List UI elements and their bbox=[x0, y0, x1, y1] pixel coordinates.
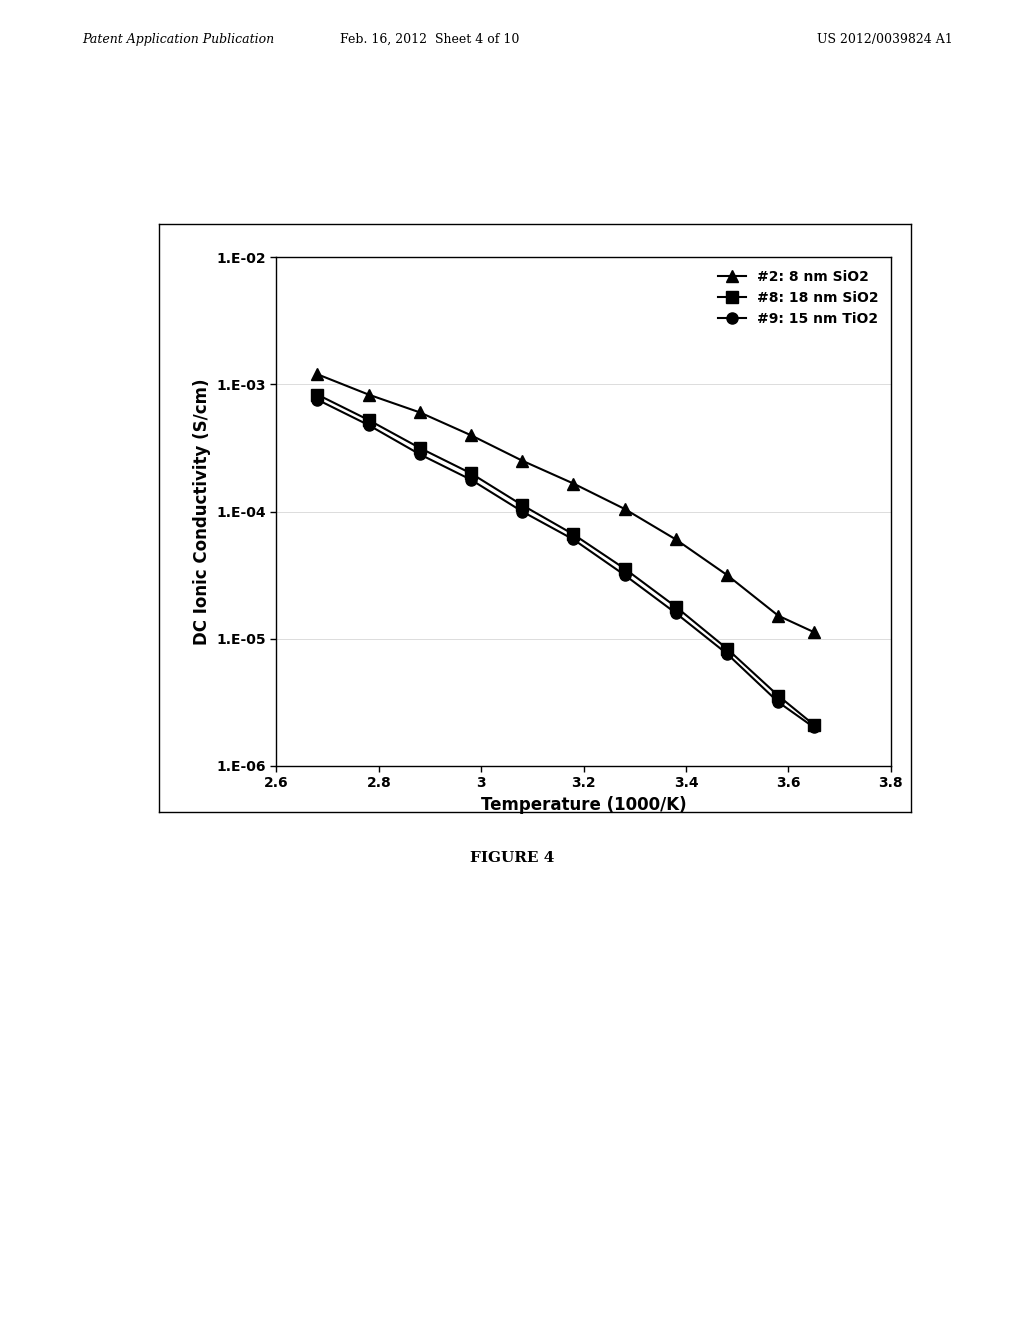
Line: #8: 18 nm SiO2: #8: 18 nm SiO2 bbox=[312, 389, 819, 730]
#9: 15 nm TiO2: (3.18, 6.03e-05): 15 nm TiO2: (3.18, 6.03e-05) bbox=[567, 532, 580, 548]
#9: 15 nm TiO2: (3.28, 3.16e-05): 15 nm TiO2: (3.28, 3.16e-05) bbox=[618, 568, 631, 583]
#9: 15 nm TiO2: (2.98, 0.000178): 15 nm TiO2: (2.98, 0.000178) bbox=[465, 471, 477, 487]
#2: 8 nm SiO2: (3.18, 0.000166): 8 nm SiO2: (3.18, 0.000166) bbox=[567, 475, 580, 491]
#8: 18 nm SiO2: (3.38, 1.78e-05): 18 nm SiO2: (3.38, 1.78e-05) bbox=[670, 599, 682, 615]
#8: 18 nm SiO2: (3.48, 8.32e-06): 18 nm SiO2: (3.48, 8.32e-06) bbox=[721, 640, 733, 656]
#8: 18 nm SiO2: (2.88, 0.000316): 18 nm SiO2: (2.88, 0.000316) bbox=[414, 440, 426, 455]
Line: #9: 15 nm TiO2: #9: 15 nm TiO2 bbox=[312, 395, 819, 733]
#2: 8 nm SiO2: (3.08, 0.000251): 8 nm SiO2: (3.08, 0.000251) bbox=[516, 453, 528, 469]
#8: 18 nm SiO2: (2.78, 0.000525): 18 nm SiO2: (2.78, 0.000525) bbox=[362, 412, 375, 428]
#9: 15 nm TiO2: (3.58, 3.16e-06): 15 nm TiO2: (3.58, 3.16e-06) bbox=[772, 694, 784, 710]
#2: 8 nm SiO2: (2.78, 0.000832): 8 nm SiO2: (2.78, 0.000832) bbox=[362, 387, 375, 403]
#8: 18 nm SiO2: (3.28, 3.55e-05): 18 nm SiO2: (3.28, 3.55e-05) bbox=[618, 561, 631, 577]
#8: 18 nm SiO2: (2.68, 0.000832): 18 nm SiO2: (2.68, 0.000832) bbox=[311, 387, 324, 403]
#2: 8 nm SiO2: (2.88, 0.000603): 8 nm SiO2: (2.88, 0.000603) bbox=[414, 404, 426, 420]
#2: 8 nm SiO2: (3.28, 0.000105): 8 nm SiO2: (3.28, 0.000105) bbox=[618, 502, 631, 517]
#2: 8 nm SiO2: (3.65, 1.12e-05): 8 nm SiO2: (3.65, 1.12e-05) bbox=[808, 624, 820, 640]
#8: 18 nm SiO2: (3.65, 2.09e-06): 18 nm SiO2: (3.65, 2.09e-06) bbox=[808, 717, 820, 733]
Text: Feb. 16, 2012  Sheet 4 of 10: Feb. 16, 2012 Sheet 4 of 10 bbox=[340, 33, 520, 46]
#9: 15 nm TiO2: (3.38, 1.58e-05): 15 nm TiO2: (3.38, 1.58e-05) bbox=[670, 605, 682, 622]
X-axis label: Temperature (1000/K): Temperature (1000/K) bbox=[481, 796, 686, 813]
Text: Patent Application Publication: Patent Application Publication bbox=[82, 33, 274, 46]
#2: 8 nm SiO2: (2.68, 0.0012): 8 nm SiO2: (2.68, 0.0012) bbox=[311, 367, 324, 383]
#9: 15 nm TiO2: (2.68, 0.000759): 15 nm TiO2: (2.68, 0.000759) bbox=[311, 392, 324, 408]
#2: 8 nm SiO2: (3.58, 1.51e-05): 8 nm SiO2: (3.58, 1.51e-05) bbox=[772, 607, 784, 623]
Legend: #2: 8 nm SiO2, #8: 18 nm SiO2, #9: 15 nm TiO2: #2: 8 nm SiO2, #8: 18 nm SiO2, #9: 15 nm… bbox=[713, 264, 884, 331]
#2: 8 nm SiO2: (3.38, 6.03e-05): 8 nm SiO2: (3.38, 6.03e-05) bbox=[670, 532, 682, 548]
#8: 18 nm SiO2: (3.58, 3.55e-06): 18 nm SiO2: (3.58, 3.55e-06) bbox=[772, 688, 784, 704]
Line: #2: 8 nm SiO2: #2: 8 nm SiO2 bbox=[312, 368, 819, 638]
#9: 15 nm TiO2: (2.88, 0.000282): 15 nm TiO2: (2.88, 0.000282) bbox=[414, 446, 426, 462]
Y-axis label: DC Ionic Conductivity (S/cm): DC Ionic Conductivity (S/cm) bbox=[193, 379, 211, 644]
#2: 8 nm SiO2: (2.98, 0.000398): 8 nm SiO2: (2.98, 0.000398) bbox=[465, 428, 477, 444]
#9: 15 nm TiO2: (3.48, 7.59e-06): 15 nm TiO2: (3.48, 7.59e-06) bbox=[721, 645, 733, 661]
#8: 18 nm SiO2: (2.98, 0.0002): 18 nm SiO2: (2.98, 0.0002) bbox=[465, 466, 477, 482]
#9: 15 nm TiO2: (3.65, 2e-06): 15 nm TiO2: (3.65, 2e-06) bbox=[808, 719, 820, 735]
Text: FIGURE 4: FIGURE 4 bbox=[470, 851, 554, 866]
#8: 18 nm SiO2: (3.18, 6.61e-05): 18 nm SiO2: (3.18, 6.61e-05) bbox=[567, 527, 580, 543]
#8: 18 nm SiO2: (3.08, 0.000112): 18 nm SiO2: (3.08, 0.000112) bbox=[516, 498, 528, 513]
#2: 8 nm SiO2: (3.48, 3.16e-05): 8 nm SiO2: (3.48, 3.16e-05) bbox=[721, 568, 733, 583]
#9: 15 nm TiO2: (3.08, 0.0001): 15 nm TiO2: (3.08, 0.0001) bbox=[516, 504, 528, 520]
Text: US 2012/0039824 A1: US 2012/0039824 A1 bbox=[816, 33, 952, 46]
#9: 15 nm TiO2: (2.78, 0.000479): 15 nm TiO2: (2.78, 0.000479) bbox=[362, 417, 375, 433]
